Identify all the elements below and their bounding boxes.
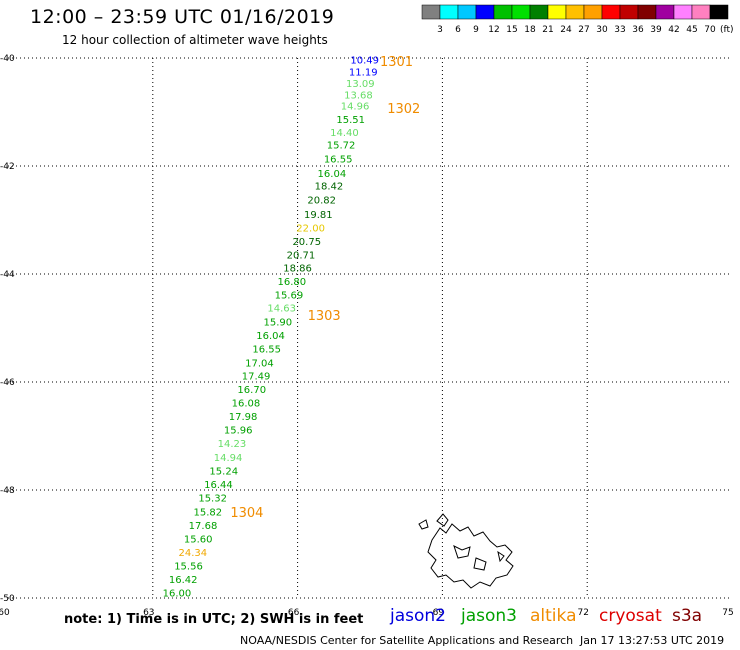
latitude-label: -44: [0, 270, 15, 280]
swh-value-label: 14.96: [341, 102, 370, 113]
swh-value-label: 13.09: [346, 79, 375, 90]
swh-value-label: 15.90: [263, 318, 292, 329]
latitude-label: -48: [0, 486, 15, 496]
satellite-legend-altika: altika: [530, 606, 577, 626]
footer-credit: NOAA/NESDIS Center for Satellite Applica…: [240, 634, 574, 647]
legend-note: note: 1) Time is in UTC; 2) SWH is in fe…: [64, 612, 364, 627]
islet-outline: [436, 513, 449, 527]
swh-value-label: 19.81: [304, 210, 333, 221]
swh-value-label: 20.82: [307, 196, 336, 207]
island-main-outline: [427, 523, 514, 589]
swh-value-label: 16.04: [256, 331, 285, 342]
swh-value-label: 24.34: [179, 548, 208, 559]
satellite-legend-jason2: jason2: [390, 606, 446, 626]
swh-value-label: 16.42: [169, 575, 198, 586]
longitude-label: 75: [722, 608, 733, 618]
swh-value-label: 15.96: [224, 426, 253, 437]
swh-value-label: 16.00: [163, 589, 192, 600]
swh-value-label: 20.71: [287, 251, 316, 262]
islet-outline: [418, 519, 429, 530]
scale-tick-label: 3: [437, 25, 443, 35]
swh-value-label: 16.44: [204, 480, 233, 491]
swh-value-label: 10.49: [350, 56, 379, 67]
latitude-label: -46: [0, 378, 15, 388]
bay-outline: [473, 557, 487, 571]
longitude-label: 72: [577, 608, 588, 618]
time-label: 1301: [380, 55, 413, 70]
satellite-legend-cryosat: cryosat: [599, 606, 662, 626]
swh-value-label: 14.94: [214, 453, 243, 464]
scale-tick-label: 24: [560, 25, 572, 35]
longitude-label: 66: [288, 608, 300, 618]
scale-tick-label: 36: [632, 25, 644, 35]
swh-value-label: 18.42: [315, 182, 344, 193]
scale-swatch: [709, 4, 729, 20]
swh-value-label: 15.82: [194, 508, 223, 519]
satellite-legend-s3a: s3a: [672, 606, 703, 626]
swh-value-label: 17.68: [189, 521, 218, 532]
scale-tick-label: 30: [596, 25, 608, 35]
swh-value-label: 20.75: [292, 237, 321, 248]
swh-value-label: 15.69: [275, 291, 304, 302]
scale-tick-label: 45: [686, 25, 697, 35]
swh-value-label: 17.49: [242, 372, 271, 383]
swh-value-label: 11.19: [349, 68, 378, 79]
time-label: 1304: [230, 506, 263, 521]
swh-value-label: 16.04: [318, 169, 347, 180]
swh-value-label: 16.55: [324, 155, 353, 166]
scale-tick-label: 42: [668, 25, 679, 35]
swh-value-label: 15.24: [209, 467, 238, 478]
swh-value-label: 15.51: [336, 115, 365, 126]
islet-outline: [497, 550, 505, 563]
longitude-label: 69: [433, 608, 445, 618]
scale-tick-label: 33: [614, 25, 625, 35]
longitude-label: 60: [0, 608, 10, 618]
swh-value-label: 16.08: [232, 399, 261, 410]
scale-unit-label: (ft): [720, 25, 734, 35]
scale-tick-label: 27: [578, 25, 589, 35]
time-label: 1303: [308, 309, 341, 324]
footer-timestamp: Jan 17 13:27:53 UTC 2019: [580, 634, 725, 647]
swh-value-label: 16.80: [277, 277, 306, 288]
color-scale-legend: 3 6 9 12 15 18 21 24 27 30 33 36 39 42 45 70 (ft): [421, 4, 734, 35]
time-label: 1302: [387, 102, 420, 117]
swh-value-label: 18.86: [283, 264, 312, 275]
swh-value-label: 16.70: [237, 385, 266, 396]
kerguelen-islands: [418, 513, 514, 589]
scale-tick-label: 12: [488, 25, 499, 35]
latitude-label: -40: [0, 54, 15, 64]
scale-tick-label: 39: [650, 25, 662, 35]
page-subtitle: 12 hour collection of altimeter wave hei…: [62, 33, 328, 47]
swh-value-label: 17.04: [245, 359, 274, 370]
swh-value-label: 14.23: [218, 439, 247, 450]
latitude-label: -50: [0, 594, 15, 604]
page-title: 12:00 – 23:59 UTC 01/16/2019: [30, 6, 335, 28]
swh-value-label: 16.55: [252, 345, 281, 356]
scale-tick-label: 6: [455, 25, 461, 35]
map-grid: [8, 57, 732, 599]
scale-tick-label: 15: [506, 25, 517, 35]
scale-tick-label: 18: [524, 25, 536, 35]
swh-value-label: 22.00: [296, 224, 325, 235]
swh-value-label: 15.32: [198, 494, 227, 505]
satellite-legend-jason3: jason3: [461, 606, 517, 626]
scale-tick-label: 9: [473, 25, 479, 35]
swh-value-label: 15.72: [327, 140, 356, 151]
scale-tick-label: 70: [704, 25, 716, 35]
latitude-label: -42: [0, 162, 15, 172]
scale-tick-label: 21: [542, 25, 553, 35]
swh-value-label: 17.98: [229, 412, 258, 423]
longitude-label: 63: [143, 608, 154, 618]
swh-value-label: 14.63: [267, 304, 296, 315]
swh-value-label: 13.68: [344, 90, 373, 101]
bay-outline: [453, 545, 471, 559]
swh-value-label: 14.40: [330, 128, 359, 139]
swh-value-label: 15.56: [174, 562, 203, 573]
swh-value-label: 15.60: [184, 535, 213, 546]
